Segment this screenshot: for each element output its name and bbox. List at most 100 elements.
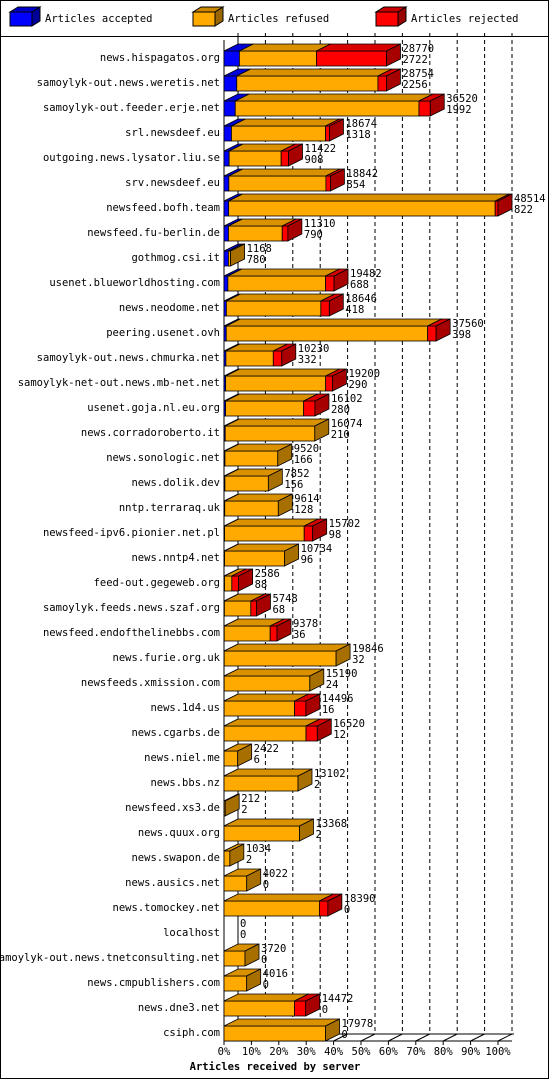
bar-side — [246, 868, 262, 892]
total-label: 18842 — [346, 168, 378, 180]
bar-side — [288, 143, 303, 167]
bar-side — [276, 618, 292, 642]
category-label: news.niel.me — [144, 752, 220, 764]
bar-segment — [223, 675, 311, 692]
accepted-label: 280 — [331, 404, 350, 416]
bar-side — [277, 493, 293, 517]
category-label: news.cgarbs.de — [131, 727, 220, 739]
accepted-label: 290 — [348, 379, 367, 391]
total-label: 19846 — [352, 643, 384, 655]
accepted-label: 0 — [261, 954, 267, 966]
total-label: 1168 — [247, 243, 272, 255]
accepted-label: 166 — [294, 454, 313, 466]
bar-segment — [223, 950, 246, 967]
category-label: newsfeeds.xmission.com — [81, 677, 220, 689]
bar-side — [309, 668, 325, 692]
bar-side — [314, 393, 330, 417]
category-label: srl.newsdeef.eu — [125, 127, 220, 139]
bar-segment — [318, 900, 329, 917]
x-tick-label: 60% — [379, 1046, 399, 1058]
bar-segment — [305, 725, 318, 742]
accepted-label: 36 — [293, 629, 306, 641]
total-label: 15702 — [329, 518, 361, 530]
total-label: 11422 — [305, 143, 337, 155]
x-tick — [360, 1033, 376, 1042]
legend-swatch — [375, 11, 399, 27]
total-label: 4016 — [263, 968, 288, 980]
x-tick-label: 10% — [242, 1046, 262, 1058]
accepted-label: 96 — [301, 554, 314, 566]
total-label: 19482 — [350, 268, 382, 280]
category-label: outgoing.news.lysator.liu.se — [43, 152, 220, 164]
bar-segment — [224, 525, 305, 542]
bar-segment — [223, 250, 229, 267]
accepted-label: 128 — [294, 504, 313, 516]
bar-segment — [228, 150, 282, 167]
bar-segment — [223, 750, 239, 767]
total-label: 3720 — [261, 943, 286, 955]
bar-segment — [325, 175, 331, 192]
bar-segment — [223, 1000, 295, 1017]
bar-side — [297, 768, 313, 792]
bar-segment — [223, 900, 320, 917]
total-label: 13102 — [314, 768, 346, 780]
category-label: samoylyk-out.news.tnetconsulting.net — [0, 952, 220, 964]
category-label: news.dolik.dev — [131, 477, 220, 489]
bar-segment — [228, 200, 496, 217]
bar-segment-top — [224, 518, 319, 527]
x-tick-label: 50% — [352, 1046, 372, 1058]
bar-side — [229, 843, 245, 867]
bar-segment-top — [223, 1018, 340, 1027]
total-label: 18646 — [345, 293, 377, 305]
accepted-label: 2 — [241, 804, 247, 816]
total-label: 9378 — [293, 618, 318, 630]
bar-segment — [238, 50, 317, 67]
category-label: feed-out.gegeweb.org — [94, 577, 220, 589]
total-label: 9520 — [294, 443, 319, 455]
bar-segment — [223, 775, 299, 792]
accepted-label: 418 — [345, 304, 364, 316]
category-label: newsfeed.fu-berlin.de — [87, 227, 220, 239]
category-label: news.corradoroberto.it — [81, 427, 220, 439]
total-label: 14496 — [322, 693, 354, 705]
accepted-label: 0 — [263, 979, 269, 991]
legend-swatch-side — [214, 6, 224, 27]
bar-segment-top — [223, 893, 334, 902]
bar-side — [316, 718, 332, 742]
total-label: 16074 — [331, 418, 363, 430]
bar-segment — [224, 500, 279, 517]
bar-segment — [280, 150, 289, 167]
bar-segment-top — [226, 293, 336, 302]
legend-label: Articles accepted — [45, 13, 152, 25]
bar-segment-top — [224, 643, 351, 652]
bar-segment — [223, 150, 230, 167]
bar-segment — [223, 125, 232, 142]
bar-segment — [320, 300, 330, 317]
bar-segment — [224, 575, 233, 592]
bar-segment — [303, 400, 316, 417]
total-label: 9614 — [294, 493, 319, 505]
bar-segment — [250, 600, 257, 617]
bar-segment — [269, 625, 278, 642]
bar-segment — [223, 975, 248, 992]
accepted-label: 332 — [298, 354, 317, 366]
bar-segment — [223, 225, 229, 242]
category-label: news.tomockey.net — [113, 902, 220, 914]
bar-segment-top — [228, 193, 510, 202]
bar-segment — [223, 700, 295, 717]
bar-segment — [223, 600, 252, 617]
bar-segment — [225, 400, 305, 417]
total-label: 11310 — [304, 218, 336, 230]
category-label: newsfeed-ipv6.pionier.net.pl — [43, 527, 220, 539]
bar-side — [314, 418, 330, 442]
x-tick — [442, 1033, 458, 1042]
bar-segment — [234, 100, 420, 117]
bar-segment — [223, 100, 236, 117]
accepted-label: 688 — [350, 279, 369, 291]
bar-side — [335, 643, 351, 667]
accepted-label: 32 — [352, 654, 365, 666]
category-label: news.cmpublishers.com — [87, 977, 220, 989]
bar-segment — [418, 100, 431, 117]
total-label: 18390 — [344, 893, 376, 905]
